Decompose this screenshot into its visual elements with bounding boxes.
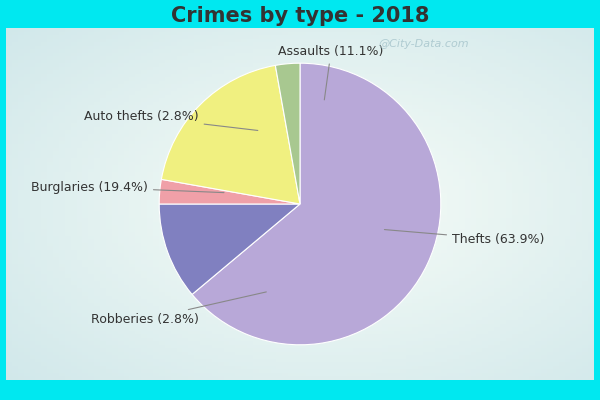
Text: Crimes by type - 2018: Crimes by type - 2018 xyxy=(171,6,429,26)
Text: @City-Data.com: @City-Data.com xyxy=(379,38,469,48)
Text: Burglaries (19.4%): Burglaries (19.4%) xyxy=(31,181,224,194)
Text: Auto thefts (2.8%): Auto thefts (2.8%) xyxy=(84,110,258,130)
Text: Thefts (63.9%): Thefts (63.9%) xyxy=(385,230,544,246)
Wedge shape xyxy=(192,63,441,345)
Text: Robberies (2.8%): Robberies (2.8%) xyxy=(91,292,266,326)
Wedge shape xyxy=(161,65,300,204)
Wedge shape xyxy=(159,204,300,294)
Wedge shape xyxy=(275,63,300,204)
Wedge shape xyxy=(159,179,300,204)
Text: Assaults (11.1%): Assaults (11.1%) xyxy=(278,46,383,100)
